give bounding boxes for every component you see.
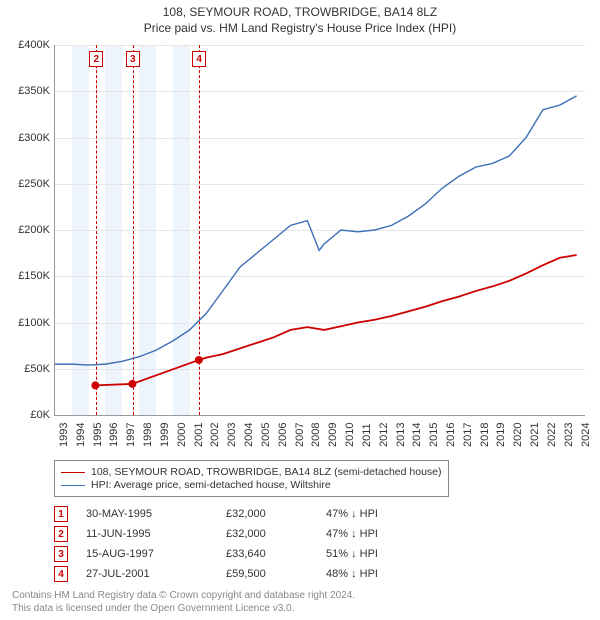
transaction-delta: 51% ↓ HPI (326, 548, 446, 560)
transaction-delta: 47% ↓ HPI (326, 508, 446, 520)
x-tick-label: 2011 (361, 423, 373, 447)
y-tick-label: £200K (4, 224, 50, 236)
transaction-marker: 2 (54, 526, 68, 542)
x-tick-label: 2008 (310, 423, 322, 447)
legend: 108, SEYMOUR ROAD, TROWBRIDGE, BA14 8LZ … (54, 460, 449, 497)
footer: Contains HM Land Registry data © Crown c… (12, 590, 355, 615)
x-tick-label: 1996 (108, 423, 120, 447)
title-block: 108, SEYMOUR ROAD, TROWBRIDGE, BA14 8LZ … (0, 5, 600, 35)
legend-swatch-paid (61, 472, 85, 473)
transaction-price: £59,500 (226, 568, 326, 580)
x-tick-label: 2021 (529, 423, 541, 447)
y-tick-label: £150K (4, 270, 50, 282)
y-tick-label: £300K (4, 132, 50, 144)
x-tick-label: 2012 (378, 423, 390, 447)
x-tick-label: 2015 (428, 423, 440, 447)
transaction-date: 30-MAY-1995 (86, 508, 226, 520)
y-tick-label: £400K (4, 39, 50, 51)
title-address: 108, SEYMOUR ROAD, TROWBRIDGE, BA14 8LZ (0, 5, 600, 19)
x-tick-label: 1995 (92, 423, 104, 447)
x-tick-label: 2005 (260, 423, 272, 447)
transaction-date: 11-JUN-1995 (86, 528, 226, 540)
transaction-row: 2 11-JUN-1995£32,00047% ↓ HPI (54, 524, 446, 544)
x-tick-label: 1998 (142, 423, 154, 447)
y-tick-label: £50K (4, 363, 50, 375)
x-tick-label: 2013 (395, 423, 407, 447)
transaction-delta: 47% ↓ HPI (326, 528, 446, 540)
x-tick-label: 2019 (495, 423, 507, 447)
series-svg (55, 45, 585, 415)
legend-label-hpi: HPI: Average price, semi-detached house,… (91, 479, 331, 491)
x-tick-label: 2024 (580, 423, 592, 447)
transaction-price: £32,000 (226, 508, 326, 520)
x-tick-label: 2010 (344, 423, 356, 447)
series-paid (95, 255, 576, 385)
x-tick-label: 2001 (193, 423, 205, 447)
x-tick-label: 2007 (294, 423, 306, 447)
transaction-delta: 48% ↓ HPI (326, 568, 446, 580)
y-tick-label: £250K (4, 178, 50, 190)
transaction-date: 15-AUG-1997 (86, 548, 226, 560)
x-tick-label: 2022 (546, 423, 558, 447)
x-tick-label: 1999 (159, 423, 171, 447)
x-tick-label: 2006 (277, 423, 289, 447)
series-hpi (55, 96, 577, 365)
footer-line2: This data is licensed under the Open Gov… (12, 603, 355, 616)
transaction-marker: 3 (54, 546, 68, 562)
y-tick-label: £0K (4, 409, 50, 421)
legend-swatch-hpi (61, 485, 85, 486)
chart-area: 234 (54, 45, 585, 416)
x-tick-label: 2017 (462, 423, 474, 447)
x-tick-label: 2018 (479, 423, 491, 447)
x-tick-label: 2009 (327, 423, 339, 447)
transaction-marker: 1 (54, 506, 68, 522)
transaction-row: 1 30-MAY-1995£32,00047% ↓ HPI (54, 504, 446, 524)
x-tick-label: 2003 (226, 423, 238, 447)
page: 108, SEYMOUR ROAD, TROWBRIDGE, BA14 8LZ … (0, 0, 600, 620)
sale-marker-dot (128, 380, 136, 388)
x-tick-label: 2002 (209, 423, 221, 447)
sale-marker-dot (91, 381, 99, 389)
transaction-marker: 4 (54, 566, 68, 582)
transaction-price: £32,000 (226, 528, 326, 540)
y-tick-label: £350K (4, 85, 50, 97)
x-tick-label: 1994 (75, 423, 87, 447)
transaction-date: 27-JUL-2001 (86, 568, 226, 580)
footer-line1: Contains HM Land Registry data © Crown c… (12, 590, 355, 603)
transaction-price: £33,640 (226, 548, 326, 560)
x-tick-label: 2004 (243, 423, 255, 447)
legend-item-hpi: HPI: Average price, semi-detached house,… (61, 479, 442, 491)
x-tick-label: 2016 (445, 423, 457, 447)
y-tick-label: £100K (4, 317, 50, 329)
transactions-table: 1 30-MAY-1995£32,00047% ↓ HPI 2 11-JUN-1995… (54, 504, 446, 584)
x-tick-label: 1997 (125, 423, 137, 447)
x-tick-label: 2000 (176, 423, 188, 447)
x-tick-label: 1993 (58, 423, 70, 447)
x-tick-label: 2023 (563, 423, 575, 447)
title-subtitle: Price paid vs. HM Land Registry's House … (0, 21, 600, 35)
legend-label-paid: 108, SEYMOUR ROAD, TROWBRIDGE, BA14 8LZ … (91, 466, 442, 478)
sale-marker-dot (195, 356, 203, 364)
transaction-row: 3 15-AUG-1997£33,64051% ↓ HPI (54, 544, 446, 564)
legend-item-paid: 108, SEYMOUR ROAD, TROWBRIDGE, BA14 8LZ … (61, 466, 442, 478)
x-tick-label: 2020 (512, 423, 524, 447)
transaction-row: 4 27-JUL-2001£59,50048% ↓ HPI (54, 564, 446, 584)
x-tick-label: 2014 (411, 423, 423, 447)
